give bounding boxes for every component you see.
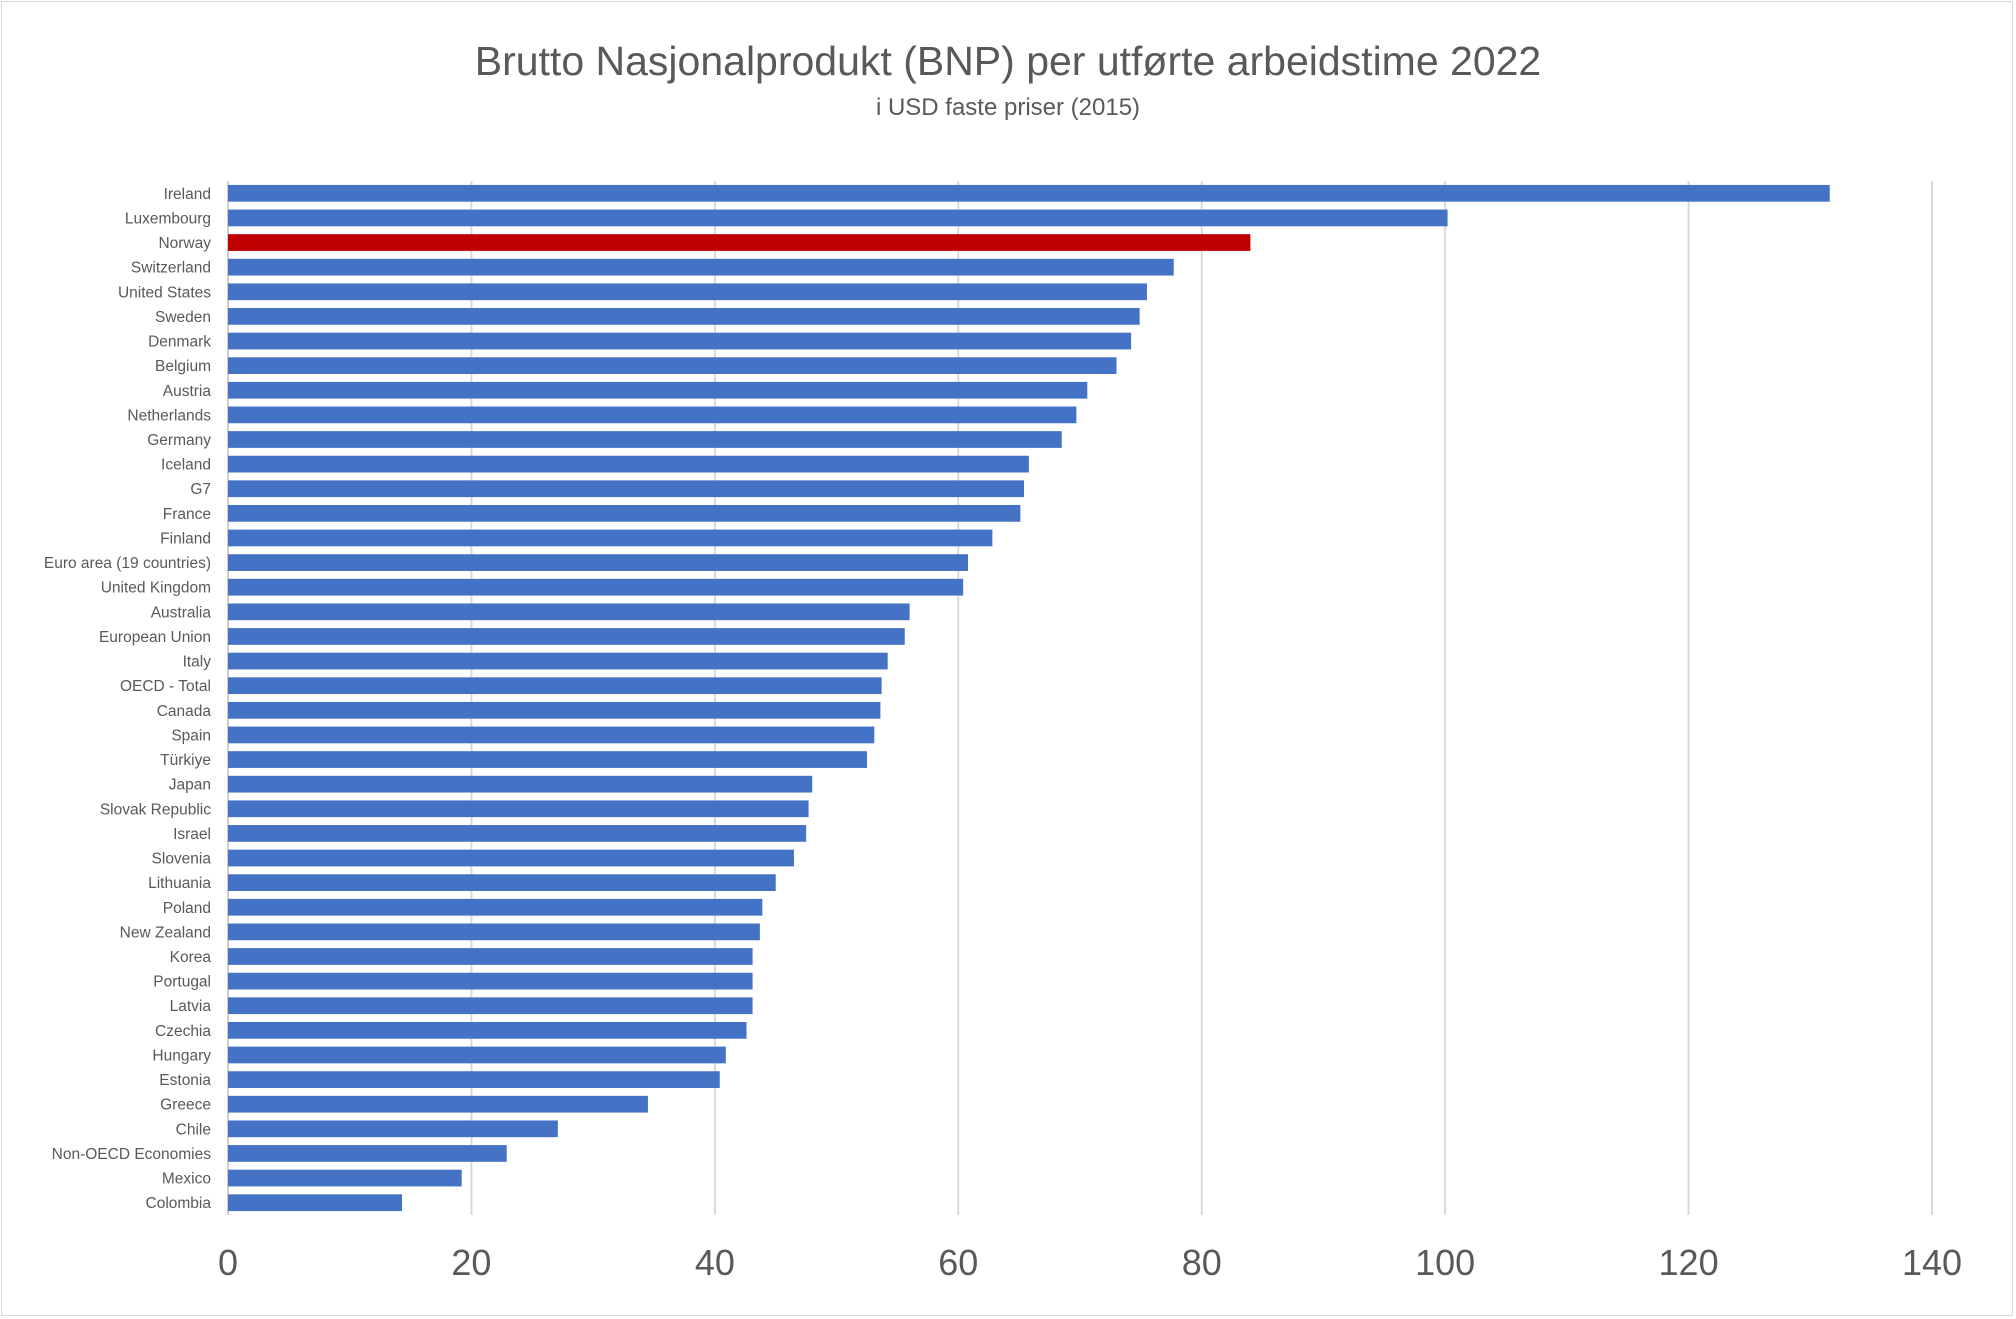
category-label: Poland <box>163 900 211 917</box>
bar-slovak-republic <box>228 800 809 818</box>
bar-estonia <box>228 1071 720 1088</box>
category-label: United States <box>118 284 211 301</box>
category-label: European Union <box>99 629 211 646</box>
bar-switzerland <box>228 258 1174 276</box>
bar-korea <box>228 948 753 965</box>
category-label: Japan <box>169 777 211 794</box>
category-label: Türkiye <box>160 752 211 769</box>
bar-chile <box>228 1120 558 1138</box>
category-label: Ireland <box>164 186 211 203</box>
category-label: Finland <box>160 530 211 547</box>
bar-greece <box>228 1095 648 1113</box>
category-label: Belgium <box>155 358 211 375</box>
bar-european-union <box>228 628 905 645</box>
category-label: Chile <box>176 1121 211 1138</box>
bar-lithuania <box>228 874 776 892</box>
category-label: Iceland <box>161 457 211 474</box>
bar-netherlands <box>228 406 1077 424</box>
category-label: United Kingdom <box>101 580 211 597</box>
category-label: Switzerland <box>131 260 211 277</box>
bar-finland <box>228 529 993 547</box>
bar-france <box>228 504 1021 522</box>
category-label: Greece <box>160 1097 211 1114</box>
bar-oecd-total <box>228 677 882 695</box>
bar-czechia <box>228 1021 747 1039</box>
category-label: Netherlands <box>127 407 211 424</box>
category-label: Colombia <box>146 1195 212 1212</box>
bar-united-states <box>228 283 1147 301</box>
category-label: Israel <box>173 826 211 843</box>
bar-iceland <box>228 455 1029 473</box>
category-label: Mexico <box>162 1171 211 1188</box>
bar-euro-area-19-countries- <box>228 554 969 571</box>
bar-denmark <box>228 332 1132 350</box>
bar-t-rkiye <box>228 751 867 768</box>
bar-italy <box>228 652 888 670</box>
chart-subtitle: i USD faste priser (2015) <box>875 94 1141 121</box>
bar-austria <box>228 381 1088 399</box>
bar-new-zealand <box>228 923 760 941</box>
x-tick-label: 20 <box>451 1242 491 1283</box>
x-tick-label: 0 <box>218 1242 238 1283</box>
bar-belgium <box>228 357 1117 375</box>
category-label: Portugal <box>153 974 211 991</box>
category-label: Canada <box>157 703 212 720</box>
bar-germany <box>228 431 1062 448</box>
bar-australia <box>228 603 910 621</box>
category-label: Norway <box>158 235 211 252</box>
bar-sweden <box>228 308 1140 325</box>
category-label: Korea <box>170 949 212 966</box>
category-label: Austria <box>163 383 212 400</box>
bar-colombia <box>228 1194 403 1212</box>
category-label: Estonia <box>159 1072 211 1089</box>
category-label: France <box>163 506 211 523</box>
x-tick-label: 120 <box>1659 1242 1719 1283</box>
bar-canada <box>228 701 881 719</box>
x-tick-label: 60 <box>938 1242 978 1283</box>
bar-g7 <box>228 480 1025 498</box>
bar-ireland <box>228 184 1830 202</box>
category-label: Australia <box>151 604 212 621</box>
category-label: Euro area (19 countries) <box>44 555 211 572</box>
x-tick-label: 80 <box>1182 1242 1222 1283</box>
category-label: Slovak Republic <box>100 801 211 818</box>
bar-japan <box>228 775 813 793</box>
category-label: New Zealand <box>120 924 211 941</box>
bar-united-kingdom <box>228 578 964 596</box>
bar-poland <box>228 898 763 916</box>
bar-luxembourg <box>228 209 1448 227</box>
category-label: Spain <box>171 727 211 744</box>
x-tick-label: 40 <box>695 1242 735 1283</box>
category-label: Slovenia <box>152 851 212 868</box>
category-label: Latvia <box>170 998 212 1015</box>
category-label: Germany <box>147 432 211 449</box>
category-label: G7 <box>190 481 211 498</box>
category-label: Sweden <box>155 309 211 326</box>
category-label: Non-OECD Economies <box>52 1146 212 1163</box>
bar-portugal <box>228 972 753 990</box>
bar-mexico <box>228 1169 462 1187</box>
category-label: Hungary <box>152 1047 211 1064</box>
bar-slovenia <box>228 849 794 867</box>
category-label: Czechia <box>155 1023 211 1040</box>
x-tick-label: 100 <box>1415 1242 1475 1283</box>
category-label: Italy <box>183 654 212 671</box>
category-label: Lithuania <box>148 875 211 892</box>
x-tick-label: 140 <box>1902 1242 1962 1283</box>
bar-hungary <box>228 1046 726 1064</box>
bar-israel <box>228 825 807 842</box>
category-label: Luxembourg <box>125 210 211 227</box>
category-label: Denmark <box>148 334 211 351</box>
category-label: OECD - Total <box>120 678 211 695</box>
bar-latvia <box>228 997 753 1015</box>
bar-spain <box>228 726 875 744</box>
bar-non-oecd-economies <box>228 1145 507 1162</box>
chart-title: Brutto Nasjonalprodukt (BNP) per utførte… <box>474 38 1542 84</box>
bar-norway <box>228 234 1251 251</box>
